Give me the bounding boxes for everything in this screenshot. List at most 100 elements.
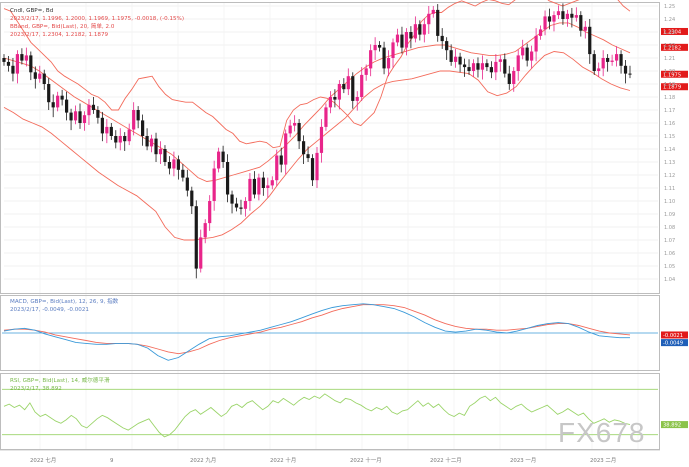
price-tag <box>661 27 688 35</box>
price-tick-label: 1.07 <box>664 238 675 244</box>
candle-bullish <box>24 55 28 61</box>
chart-header-line1: Cndl, GBP=, Bd <box>10 8 54 14</box>
candle-bearish <box>42 73 46 84</box>
candle-bullish <box>118 136 122 143</box>
candle-bullish <box>217 151 221 169</box>
candle-bearish <box>606 58 610 62</box>
price-tick-label: 1.05 <box>664 264 675 270</box>
candle-bearish <box>261 177 265 188</box>
candle-bearish <box>462 64 467 68</box>
candle-bullish <box>257 177 261 195</box>
candle-bullish <box>369 50 373 69</box>
price-tag-label: 1.2182 <box>663 45 681 51</box>
candle-bullish <box>355 97 359 101</box>
candle-bearish <box>418 24 422 35</box>
candle-bearish <box>252 178 256 195</box>
candle-bullish <box>149 138 154 147</box>
bollinger-bands <box>3 0 631 241</box>
rsi-header-line1: RSI, GBP=, Bid(Last), 14, 威尔德平滑 <box>10 376 110 384</box>
candle-bearish <box>297 123 301 142</box>
candle-bullish <box>565 13 569 19</box>
candle-bullish <box>521 47 525 56</box>
candle-bullish <box>270 180 274 186</box>
candle-bearish <box>176 159 180 170</box>
rsi-panel: 38.892 <box>2 388 688 438</box>
price-tick-label: 1.17 <box>664 108 675 114</box>
candle-bearish <box>47 84 51 103</box>
candle-bearish <box>507 73 511 84</box>
candle-bearish <box>279 155 283 165</box>
candle-bearish <box>525 47 529 61</box>
candle-bullish <box>601 58 605 69</box>
price-tick-label: 1.22 <box>664 43 675 49</box>
candle-bullish <box>328 97 333 108</box>
rsi-tag-label: 38.892 <box>663 423 681 429</box>
price-tick-label: 1.16 <box>664 121 675 127</box>
candle-bearish <box>409 32 413 39</box>
price-tick-label: 1.08 <box>664 225 675 231</box>
x-axis-label: 2022 七月 <box>30 456 56 464</box>
candle-bearish <box>619 54 623 66</box>
x-axis: 2022 七月 9 2022 九月 2022 十月 2022 十一月 2022 十二月 20… <box>0 449 660 464</box>
x-axis-label: 2022 十二月 <box>430 456 462 464</box>
x-axis-label: 2023 二月 <box>590 457 616 464</box>
candle-bullish <box>337 84 341 100</box>
candle-bullish <box>404 32 409 48</box>
candle-bearish <box>239 207 243 209</box>
candle-bullish <box>73 111 78 121</box>
candle-bearish <box>230 194 234 204</box>
candle-bullish <box>574 15 578 18</box>
candle-bearish <box>485 63 489 68</box>
macd-line <box>3 303 630 361</box>
candle-bullish <box>293 123 297 126</box>
candle-bearish <box>6 61 11 66</box>
candle-bullish <box>284 133 288 165</box>
candle-bearish <box>163 149 167 162</box>
candle-bearish <box>310 158 315 181</box>
candle-bullish <box>498 59 502 62</box>
candle-bullish <box>494 61 498 73</box>
candle-bullish <box>38 73 42 79</box>
candle-bullish <box>324 107 328 127</box>
candle-bullish <box>373 45 377 51</box>
candlesticks <box>2 3 632 279</box>
candle-bearish <box>100 117 104 134</box>
candle-bearish <box>436 9 440 36</box>
candle-bullish <box>391 42 395 58</box>
price-axis-ticks: 1.25 1.24 1.23 1.22 1.21 1.20 1.19 1.18 1.17 1.16… <box>664 4 675 283</box>
price-tick-label: 1.13 <box>664 160 675 166</box>
rsi-line <box>3 393 631 438</box>
candle-bullish <box>413 24 417 39</box>
candle-bearish <box>29 55 33 73</box>
candle-bearish <box>467 67 471 71</box>
candle-bearish <box>351 76 355 101</box>
x-axis-label: 9 <box>110 458 114 464</box>
price-tick-label: 1.19 <box>664 82 675 88</box>
candle-bearish <box>400 34 404 48</box>
candle-bearish <box>123 136 127 142</box>
price-tag <box>661 83 688 91</box>
candle-bullish <box>172 159 176 169</box>
candle-bullish <box>132 110 136 130</box>
candle-bullish <box>82 115 87 123</box>
candle-bearish <box>628 73 632 75</box>
chart-header-line3: BBand, GBP=, Bid(Last), 20, 简单, 2.0 <box>10 22 115 30</box>
candle-bearish <box>60 95 64 100</box>
candle-bearish <box>145 136 149 147</box>
candle-bearish <box>154 138 158 155</box>
candle-bullish <box>471 63 476 71</box>
rsi-tag <box>661 421 688 429</box>
macd-panel: -0.0021 -0.0049 <box>2 303 688 361</box>
candle-bullish <box>427 13 431 25</box>
price-tick-label: 1.14 <box>664 147 675 153</box>
candle-bullish <box>127 129 131 142</box>
candle-bearish <box>561 11 565 19</box>
candle-bullish <box>15 54 20 74</box>
candle-bullish <box>454 56 458 62</box>
candle-bullish <box>315 152 319 181</box>
candle-bearish <box>547 16 552 22</box>
macd-tag <box>661 339 688 347</box>
candle-bullish <box>243 201 248 209</box>
candle-bullish <box>199 237 203 269</box>
candle-bullish <box>534 35 538 52</box>
